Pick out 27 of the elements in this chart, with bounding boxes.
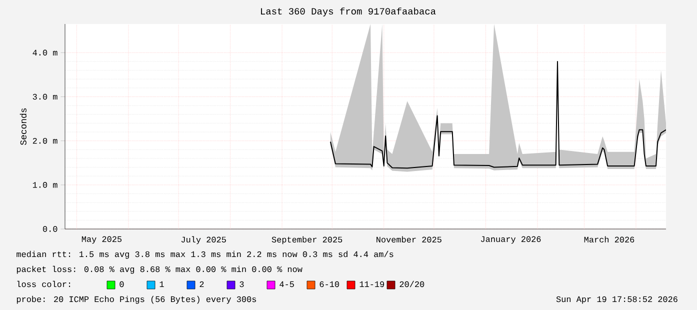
legend-label: 11-19	[360, 281, 384, 288]
x-tick-label: March 2026	[584, 236, 634, 242]
legend-label: 4-5	[280, 281, 294, 288]
text: probe: 20 ICMP Echo Pings (56 Bytes) every 300s	[16, 296, 256, 304]
x-tick-label: November 2025	[376, 236, 442, 242]
text: packet loss: 0.08 % avg 8.68 % max 0.00 % min 0.00 % now	[16, 266, 302, 274]
legend-label: 2	[200, 281, 204, 287]
text: Sun Apr 19 17:58:52 2026	[556, 296, 678, 304]
legend-label: 20/20	[400, 280, 424, 288]
chart-title: Last 360 Days from 9170afaabaca	[261, 8, 436, 16]
legend-label: 0	[120, 281, 124, 288]
y-tick-label: 0.0	[43, 226, 58, 232]
legend-label: 3	[240, 281, 244, 288]
line-series	[330, 60, 666, 169]
x-tick-label: January 2026	[480, 236, 541, 244]
text: median rtt: 1.5 ms avg 3.8 ms max 1.3 ms min 2.2 ms now 0.3 ms sd 4.4 am/s	[16, 250, 394, 259]
legend-label: 1	[160, 281, 164, 287]
text: loss color:	[17, 280, 70, 288]
y-axis-title: Seconds	[20, 108, 26, 145]
x-tick-label: May 2025	[82, 236, 122, 244]
x-tick-label: September 2025	[272, 236, 342, 244]
y-tick-label: 4.0 m	[32, 50, 58, 56]
x-tick-label: July 2025	[181, 236, 226, 244]
legend-label: 6-10	[320, 281, 340, 288]
y-tick-label: 2.0 m	[32, 138, 58, 144]
y-tick-label: 1.0 m	[32, 182, 58, 188]
y-tick-label: 3.0 m	[32, 94, 58, 100]
